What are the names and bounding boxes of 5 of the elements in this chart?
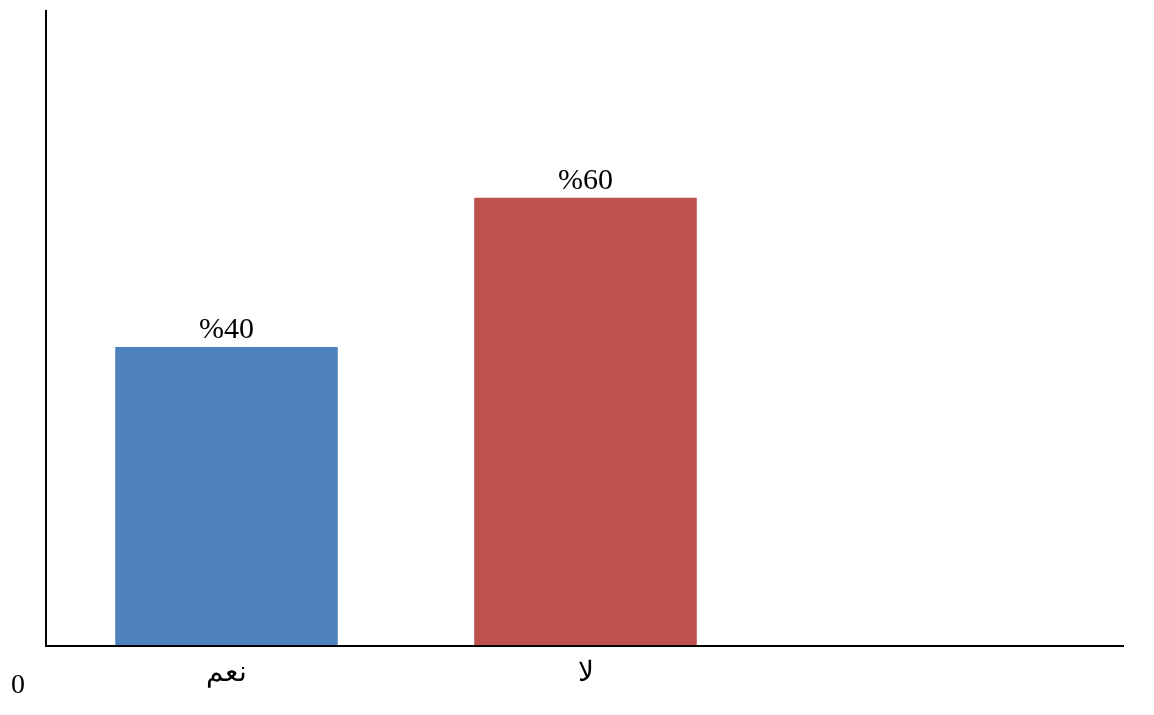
x-tick-label: نعم — [206, 655, 247, 688]
data-label: %40 — [199, 310, 254, 344]
x-tick-label: لا — [577, 655, 594, 687]
text: 0 — [11, 668, 25, 699]
data-label: %60 — [558, 161, 613, 195]
